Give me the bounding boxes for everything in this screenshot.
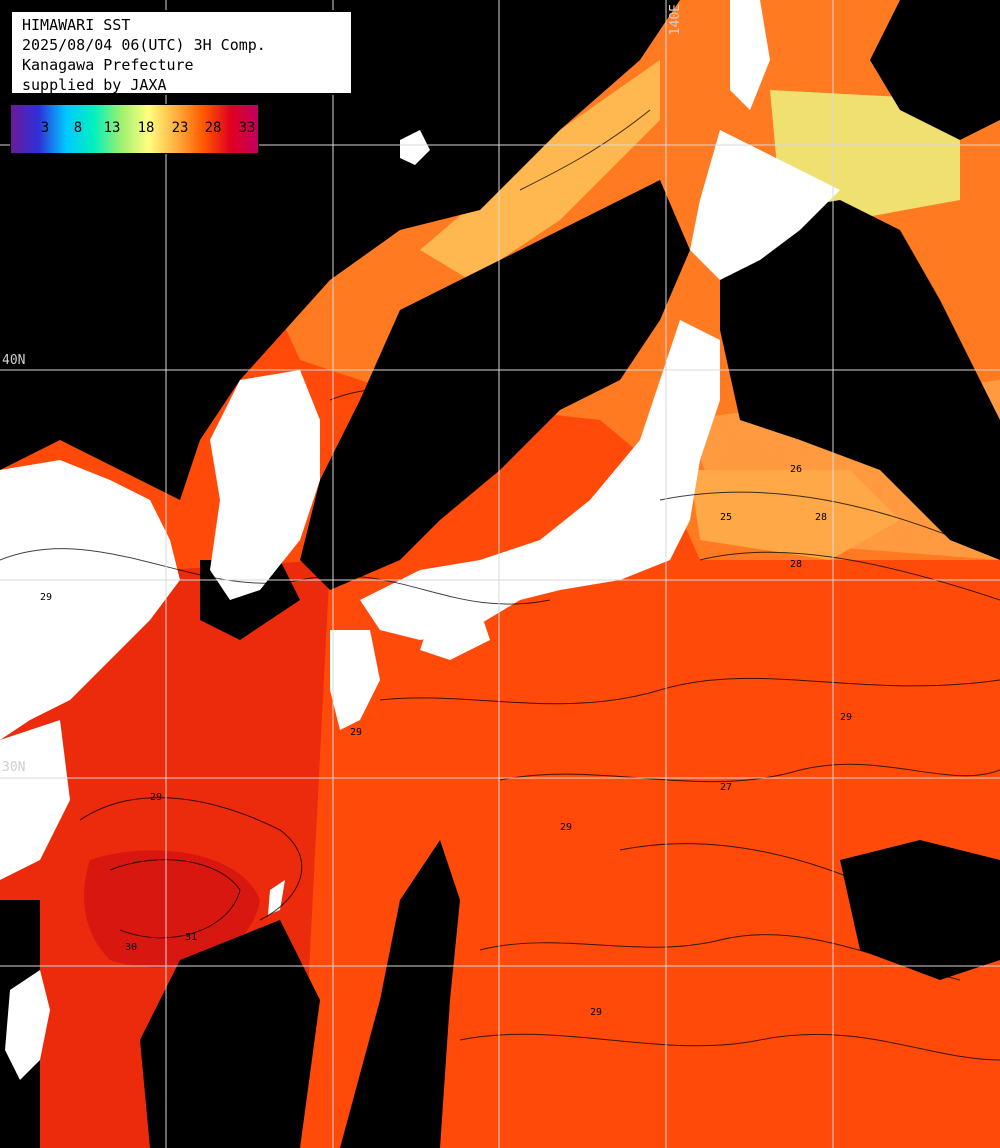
- contour-label: 28: [790, 559, 802, 570]
- map-supplier: supplied by JAXA: [22, 76, 167, 94]
- contour-label: 29: [150, 792, 162, 803]
- contour-label-group: 25 25 26 27 28 28 29 29 29 29 29 29 30 3…: [40, 462, 972, 1018]
- contour-label: 28: [815, 512, 827, 523]
- legend-label: 3: [40, 120, 50, 136]
- contour-label: 29: [350, 727, 362, 738]
- sea-north-cool: [420, 60, 660, 280]
- latitude-label-30n: 30N: [2, 760, 26, 775]
- contour-lines: [0, 109, 1000, 1061]
- legend-label: 18: [137, 120, 155, 136]
- contour-label: 30: [125, 942, 137, 953]
- legend-label: 28: [204, 120, 222, 136]
- map-title: HIMAWARI SST: [22, 16, 131, 34]
- sea-hottest-core: [84, 850, 260, 968]
- land: [0, 0, 840, 1080]
- legend-label: 13: [103, 120, 121, 136]
- longitude-label-140e: 140E: [668, 4, 683, 36]
- legend-label: 8: [73, 120, 83, 136]
- contour-label: 26: [790, 464, 802, 475]
- contour-label: 29: [590, 1007, 602, 1018]
- contour-label: 29: [560, 822, 572, 833]
- legend-label: 23: [171, 120, 189, 136]
- contour-label: 29: [840, 712, 852, 723]
- map-timestamp: 2025/08/04 06(UTC) 3H Comp.: [22, 36, 266, 54]
- contour-label: 29: [40, 592, 52, 603]
- temperature-legend: 3 8 13 18 23 28 33: [10, 104, 259, 154]
- legend-label: 33: [238, 120, 256, 136]
- map-region: Kanagawa Prefecture: [22, 56, 194, 74]
- map-info-box: HIMAWARI SST 2025/08/04 06(UTC) 3H Comp.…: [10, 10, 353, 95]
- latitude-label-40n: 40N: [2, 353, 26, 368]
- contour-label: 25: [960, 462, 972, 473]
- contour-label: 27: [720, 782, 732, 793]
- contour-label: 25: [720, 512, 732, 523]
- contour-label: 31: [185, 932, 197, 943]
- legend-labels: 3 8 13 18 23 28 33: [11, 120, 260, 140]
